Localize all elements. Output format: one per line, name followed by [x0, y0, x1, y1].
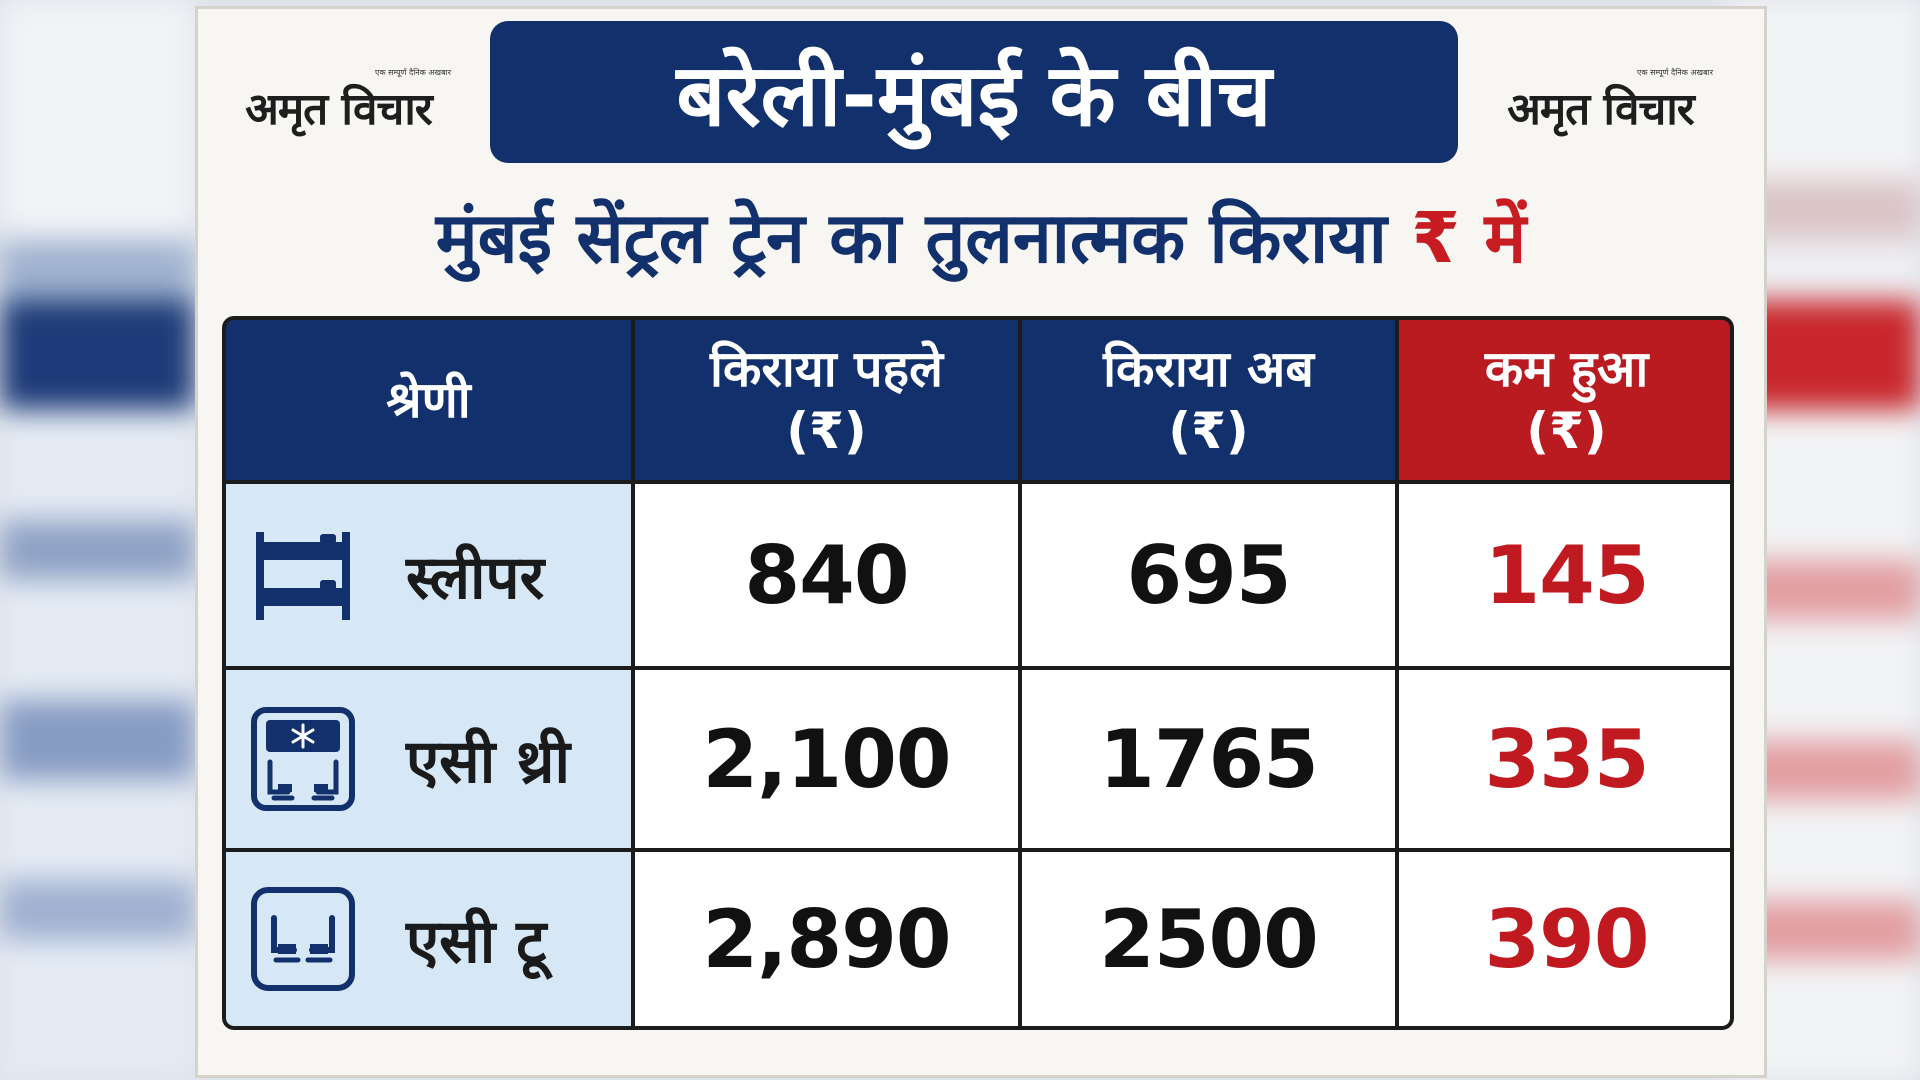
logo-name: अमृत विचार: [1507, 84, 1695, 135]
brand-logo-right: एक सम्पूर्ण दैनिक अखबार अमृत विचार: [1488, 67, 1713, 137]
fare-now-value: 1765: [1099, 712, 1319, 806]
title-banner: बरेली-मुंबई के बीच: [490, 21, 1458, 163]
page-title: बरेली-मुंबई के बीच: [676, 45, 1272, 146]
reduced-cell: 335: [1399, 670, 1730, 848]
header-fare-before: किराया पहले (₹): [635, 320, 1018, 480]
category-label: स्लीपर: [406, 543, 545, 613]
fare-table: श्रेणी किराया पहले (₹) किराया अब (₹) कम …: [222, 316, 1734, 1030]
header-reduced: कम हुआ (₹): [1399, 320, 1730, 480]
reduced-value: 335: [1484, 712, 1650, 806]
brand-logo-left: एक सम्पूर्ण दैनिक अखबार अमृत विचार: [226, 67, 451, 137]
subtitle: मुंबई सेंट्रल ट्रेन का तुलनात्मक किराया …: [198, 187, 1764, 297]
fare-before-cell: 2,100: [635, 670, 1018, 848]
fare-now-value: 695: [1126, 528, 1292, 622]
reduced-value: 145: [1484, 528, 1650, 622]
fare-before-value: 840: [744, 528, 910, 622]
subtitle-text: मुंबई सेंट्रल ट्रेन का तुलनात्मक किराया: [435, 197, 1387, 279]
logo-name: अमृत विचार: [245, 84, 433, 135]
category-label: एसी थ्री: [406, 727, 571, 797]
header-fare-now: किराया अब (₹): [1022, 320, 1395, 480]
header-category: श्रेणी: [226, 320, 631, 480]
header-fare-now-label: किराया अब: [1103, 340, 1314, 398]
fare-now-cell: 695: [1022, 484, 1395, 666]
fare-before-value: 2,100: [702, 712, 951, 806]
fare-now-cell: 2500: [1022, 852, 1395, 1026]
header-reduced-unit: (₹): [1526, 402, 1607, 460]
fare-before-cell: 840: [635, 484, 1018, 666]
logo-tagline: एक सम्पूर्ण दैनिक अखबार: [1637, 68, 1713, 77]
header-category-label: श्रेणी: [386, 371, 471, 429]
header-fare-now-unit: (₹): [1168, 402, 1249, 460]
logo-tagline: एक सम्पूर्ण दैनिक अखबार: [375, 68, 451, 77]
fare-card: एक सम्पूर्ण दैनिक अखबार अमृत विचार बरेली…: [195, 6, 1767, 1078]
reduced-value: 390: [1484, 892, 1650, 986]
category-cell: स्लीपर: [226, 484, 631, 666]
background-left: [0, 0, 195, 1080]
fare-now-value: 2500: [1099, 892, 1319, 986]
fare-before-value: 2,890: [702, 892, 951, 986]
reduced-cell: 145: [1399, 484, 1730, 666]
category-cell: एसी थ्री: [226, 670, 631, 848]
category-cell: एसी टू: [226, 852, 631, 1026]
seats-icon: [251, 887, 355, 991]
ac-coach-snowflake-icon: [251, 707, 355, 811]
table-row: एसी थ्री 2,100 1765 335: [226, 670, 1730, 848]
fare-now-cell: 1765: [1022, 670, 1395, 848]
header-fare-before-label: किराया पहले: [710, 340, 943, 398]
category-label: एसी टू: [406, 907, 547, 977]
table-header-row: श्रेणी किराया पहले (₹) किराया अब (₹) कम …: [226, 320, 1730, 480]
subtitle-currency: ₹ में: [1411, 197, 1527, 279]
fare-before-cell: 2,890: [635, 852, 1018, 1026]
table-row: स्लीपर 840 695 145: [226, 484, 1730, 666]
bunk-bed-icon: [256, 532, 350, 620]
header-fare-before-unit: (₹): [786, 402, 867, 460]
header-reduced-label: कम हुआ: [1484, 340, 1649, 398]
table-row: एसी टू 2,890 2500 390: [226, 852, 1730, 1026]
reduced-cell: 390: [1399, 852, 1730, 1026]
